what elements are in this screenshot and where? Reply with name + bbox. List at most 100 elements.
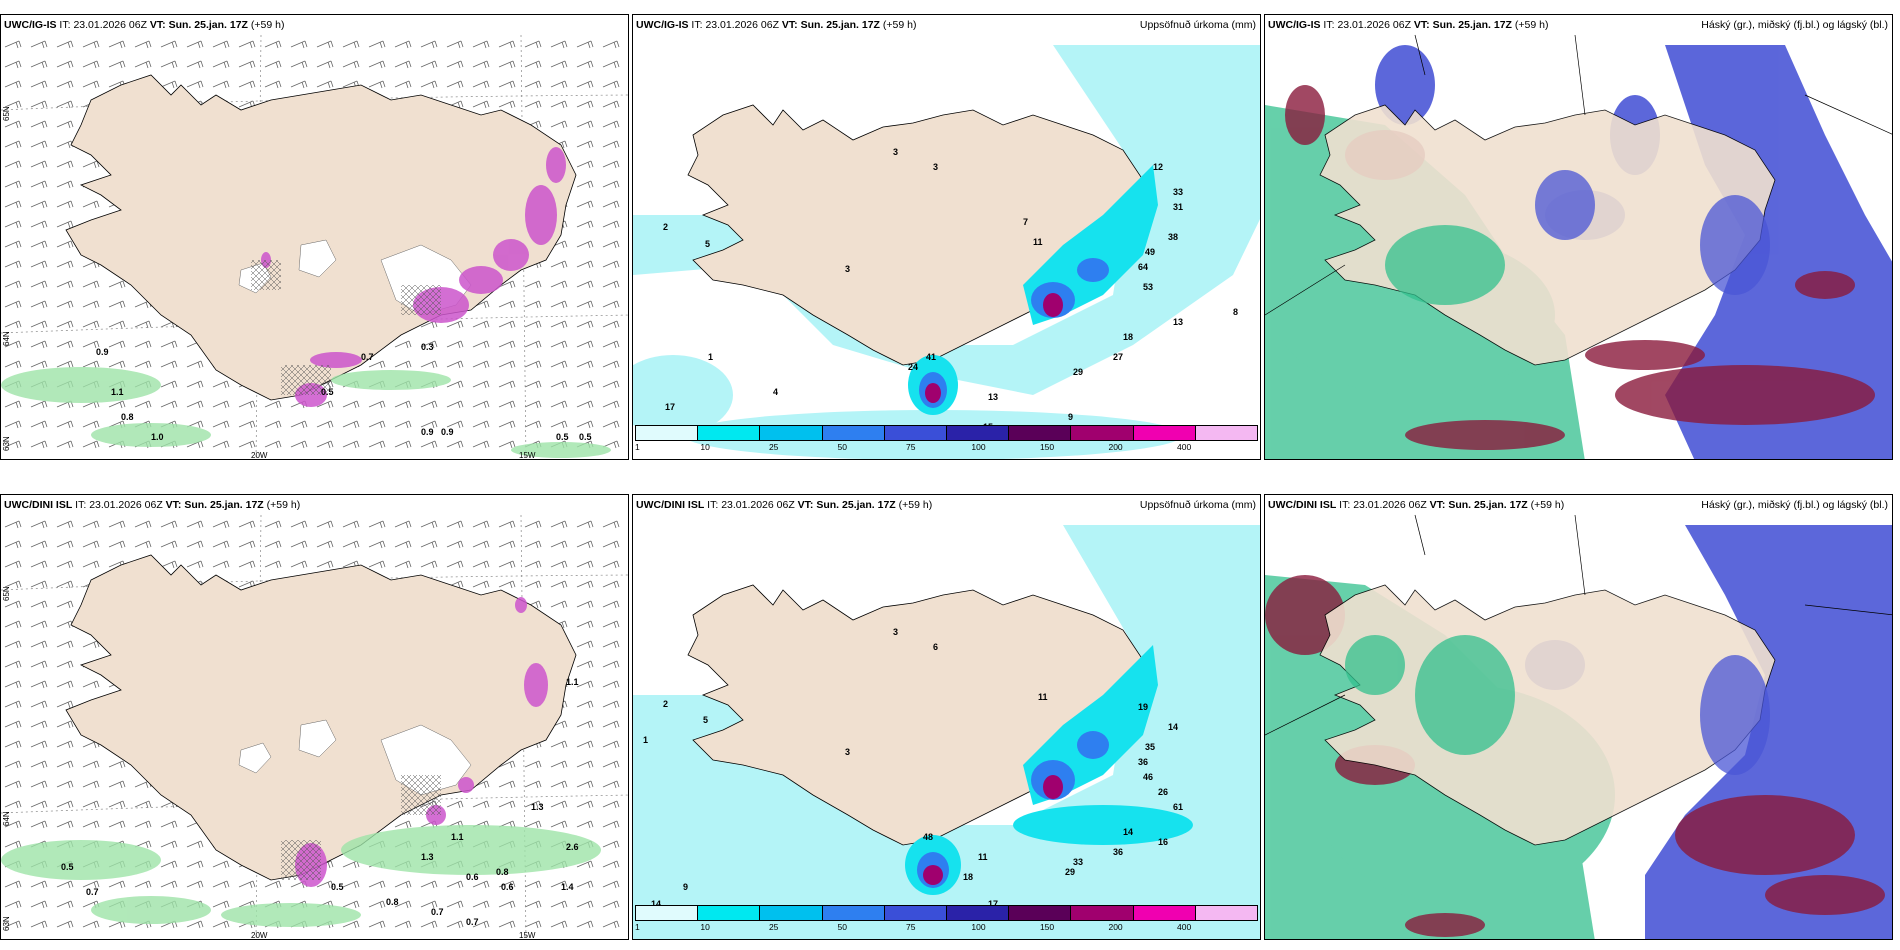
svg-text:13: 13	[1173, 317, 1183, 327]
it-value: 23.01.2026 06Z	[705, 19, 779, 31]
svg-text:1: 1	[643, 735, 648, 745]
svg-text:3: 3	[893, 147, 898, 157]
land-cloud-overlay	[1345, 635, 1770, 775]
legend-tick: 10	[700, 922, 710, 932]
vt-value: Sun. 25.jan. 17Z	[184, 499, 264, 511]
precip-legend: 1 10 25 50 75 100 150 200 400	[635, 905, 1258, 937]
svg-text:20W: 20W	[251, 931, 268, 940]
svg-text:20W: 20W	[251, 451, 268, 460]
svg-text:2.6: 2.6	[566, 842, 579, 852]
model-name: UWC/DINI ISL	[636, 499, 705, 511]
it-label: IT:	[1339, 499, 1351, 511]
legend-swatch	[822, 426, 885, 440]
it-value: 23.01.2026 06Z	[73, 19, 147, 31]
legend-swatch	[636, 426, 699, 440]
it-label: IT:	[1323, 19, 1335, 31]
panel-precip-ig-is[interactable]: UWC/IG-IS IT: 23.01.2026 06Z VT: Sun. 25…	[632, 14, 1261, 460]
svg-text:64N: 64N	[2, 811, 11, 826]
vt-value: Sun. 25.jan. 17Z	[800, 19, 880, 31]
rain-areas	[1, 367, 611, 458]
it-value: 23.01.2026 06Z	[721, 499, 795, 511]
svg-text:1.4: 1.4	[561, 882, 574, 892]
precip-magenta	[923, 775, 1063, 885]
legend-tick: 400	[1177, 442, 1192, 452]
legend-tick: 1	[635, 922, 640, 932]
svg-text:65N: 65N	[2, 586, 11, 601]
svg-text:17: 17	[988, 899, 998, 909]
precip-legend: 1 10 25 50 75 100 150 200 400	[635, 425, 1258, 457]
svg-text:2: 2	[663, 699, 668, 709]
panel-title: Uppsöfnuð úrkoma (mm)	[1139, 499, 1256, 511]
border-lines	[1265, 34, 1892, 316]
svg-text:1.3: 1.3	[421, 852, 434, 862]
map-snow-wind: 65N 64N 63N 20W 15W 0.5 0.7 0.8 0.7 0.7 …	[1, 514, 628, 940]
map-precip: 2 3 1 5 3 4 2 3 7 11 12 33 31 38 49 64 5…	[633, 35, 1260, 459]
iceland-land	[65, 554, 577, 881]
svg-text:36: 36	[1113, 847, 1123, 857]
svg-text:3: 3	[933, 162, 938, 172]
map-precip: 3 2 1 5 3 6 11 19 14 35 36 46 26 61 16 1…	[633, 515, 1260, 939]
glacier-langjokull	[238, 742, 272, 774]
svg-text:63N: 63N	[2, 916, 11, 931]
svg-text:3: 3	[893, 627, 898, 637]
it-label: IT:	[59, 19, 71, 31]
legend-swatch	[1195, 906, 1258, 920]
svg-text:11: 11	[978, 852, 988, 862]
panel-header: UWC/IG-IS IT: 23.01.2026 06Z VT: Sun. 25…	[1, 15, 628, 35]
svg-text:4: 4	[773, 387, 778, 397]
svg-text:5: 5	[703, 715, 708, 725]
legend-swatch	[1133, 906, 1196, 920]
svg-text:0.7: 0.7	[431, 907, 444, 917]
svg-text:19: 19	[1138, 702, 1148, 712]
legend-colorbar	[635, 425, 1258, 441]
it-label: IT:	[707, 499, 719, 511]
svg-text:29: 29	[1065, 867, 1075, 877]
panel-precip-dini[interactable]: UWC/DINI ISL IT: 23.01.2026 06Z VT: Sun.…	[632, 494, 1261, 940]
vt-label: VT:	[1429, 499, 1446, 511]
it-value: 23.01.2026 06Z	[1337, 19, 1411, 31]
legend-tick: 10	[700, 442, 710, 452]
model-name: UWC/IG-IS	[4, 19, 57, 31]
panel-header: UWC/DINI ISL IT: 23.01.2026 06Z VT: Sun.…	[1, 495, 628, 515]
legend-swatch	[760, 906, 823, 920]
land-cloud-overlay	[1385, 170, 1770, 305]
model-name: UWC/IG-IS	[1268, 19, 1321, 31]
panel-cloud-dini[interactable]: UWC/DINI ISL IT: 23.01.2026 06Z VT: Sun.…	[1264, 494, 1893, 940]
value-labels: 2 3 1 5 3 4 2 3 7 11 12 33 31 38 49 64 5…	[663, 147, 1238, 442]
svg-text:1.1: 1.1	[566, 677, 579, 687]
glacier-hofsjokull	[298, 239, 337, 278]
svg-text:13: 13	[988, 392, 998, 402]
snow-hatching	[251, 260, 441, 395]
svg-text:14: 14	[651, 899, 661, 909]
svg-text:1.1: 1.1	[111, 387, 124, 397]
legend-tick: 400	[1177, 922, 1192, 932]
svg-text:49: 49	[1145, 247, 1155, 257]
panel-snow-wind-dini[interactable]: UWC/DINI ISL IT: 23.01.2026 06Z VT: Sun.…	[0, 494, 629, 940]
legend-tick: 25	[768, 442, 779, 452]
svg-text:0.5: 0.5	[579, 432, 592, 442]
svg-text:1.1: 1.1	[451, 832, 464, 842]
legend-swatch	[884, 426, 948, 440]
it-label: IT:	[691, 19, 703, 31]
legend-swatch	[1071, 906, 1134, 920]
map-snow-wind: 65N 64N 63N 20W 15W 0.9 1.1 0.8 1.0 0.7 …	[1, 34, 628, 460]
panel-snow-wind-ig-is[interactable]: UWC/IG-IS IT: 23.01.2026 06Z VT: Sun. 25…	[0, 14, 629, 460]
model-name: UWC/IG-IS	[636, 19, 689, 31]
axis-labels: 65N 64N 63N 20W 15W	[2, 586, 536, 940]
svg-text:1: 1	[708, 352, 713, 362]
svg-text:3: 3	[845, 264, 850, 274]
value-labels: 0.9 1.1 0.8 1.0 0.7 0.5 0.3 0.9 0.9 0.5 …	[96, 342, 592, 442]
svg-text:38: 38	[1168, 232, 1178, 242]
svg-text:0.5: 0.5	[331, 882, 344, 892]
panel-cloud-ig-is[interactable]: UWC/IG-IS IT: 23.01.2026 06Z VT: Sun. 25…	[1264, 14, 1893, 460]
legend-tick: 1	[635, 442, 640, 452]
panel-header: UWC/DINI ISL IT: 23.01.2026 06Z VT: Sun.…	[633, 495, 1260, 515]
lead-time: (+59 h)	[882, 19, 917, 31]
svg-text:14: 14	[1123, 827, 1133, 837]
legend-tick: 75	[906, 922, 916, 932]
svg-text:0.7: 0.7	[86, 887, 99, 897]
vt-label: VT:	[1413, 19, 1430, 31]
svg-text:17: 17	[665, 402, 675, 412]
border-lines	[1265, 514, 1892, 736]
